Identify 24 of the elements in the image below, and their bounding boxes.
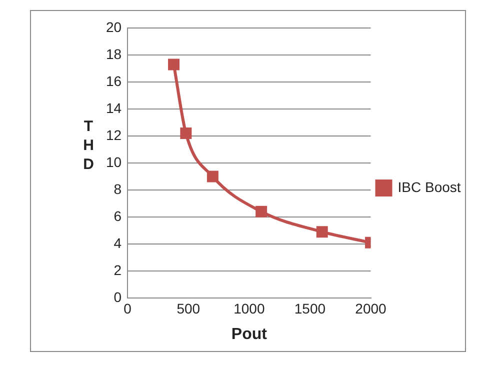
x-tick-label: 500 bbox=[176, 300, 200, 316]
x-tick-label: 1000 bbox=[234, 300, 265, 316]
y-tick-label: 16 bbox=[106, 72, 122, 89]
y-tick-label: 2 bbox=[114, 262, 122, 278]
x-axis-title: Pout bbox=[231, 326, 268, 343]
y-tick-label: 12 bbox=[106, 126, 122, 143]
x-tick-label: 2000 bbox=[355, 300, 387, 316]
y-axis-title: THD bbox=[80, 118, 97, 175]
y-tick-label: 0 bbox=[114, 288, 122, 305]
y-tick-label: 6 bbox=[114, 208, 122, 224]
x-tick-label: 0 bbox=[124, 300, 132, 316]
y-tick-label: 20 bbox=[106, 18, 122, 35]
point bbox=[180, 128, 192, 140]
y-tick-label: 18 bbox=[106, 46, 122, 62]
point bbox=[206, 170, 218, 182]
point bbox=[316, 226, 328, 238]
point bbox=[256, 206, 268, 218]
point bbox=[168, 58, 180, 70]
legend-label: IBC Boost bbox=[398, 178, 461, 195]
y-tick-label: 4 bbox=[114, 234, 122, 251]
y-tick-label: 10 bbox=[106, 154, 122, 170]
x-tick-label: 1500 bbox=[294, 300, 326, 316]
y-tick-label: 8 bbox=[114, 180, 122, 197]
y-tick-label: 14 bbox=[106, 100, 122, 116]
